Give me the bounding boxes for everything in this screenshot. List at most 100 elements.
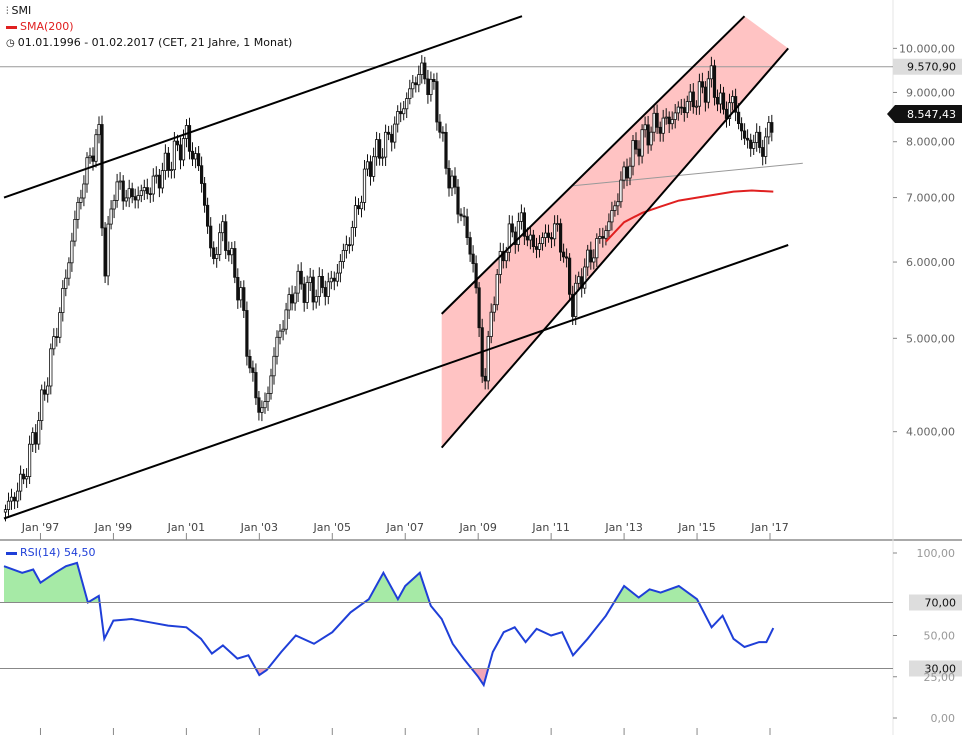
candle-body <box>362 168 367 203</box>
candle-body <box>534 246 539 250</box>
candle-body <box>15 490 20 502</box>
candle-body <box>356 205 361 210</box>
candle-body <box>205 204 210 227</box>
candle-body <box>589 249 593 263</box>
candle-body <box>465 216 469 239</box>
candle-body <box>516 220 521 245</box>
rsi-swatch <box>6 551 17 555</box>
candle-body <box>37 420 41 445</box>
candle-body <box>706 78 711 103</box>
legend-symbol: ⫶ SMI <box>6 4 31 17</box>
candle-body <box>212 247 216 259</box>
candle-body <box>284 309 288 330</box>
candle-body <box>643 124 647 131</box>
candle-body <box>82 183 86 199</box>
rsi-y-tick-label: 100,00 <box>917 547 956 560</box>
candle-body <box>24 476 29 480</box>
candle-body <box>504 251 508 262</box>
candle-body <box>31 432 35 445</box>
candle-body <box>399 111 403 115</box>
candle-body <box>302 283 306 303</box>
x-tick-label: Jan '03 <box>240 521 278 534</box>
candle-body <box>236 276 240 301</box>
candle-body <box>429 79 433 96</box>
candle-body <box>317 275 321 297</box>
candle-body <box>586 249 590 268</box>
candle-body <box>679 106 683 109</box>
candle-body <box>332 277 336 282</box>
candle-body <box>546 232 551 238</box>
candle-body <box>441 131 445 134</box>
candle-body <box>383 131 388 158</box>
candle-body <box>124 197 128 202</box>
candle-body <box>91 155 95 162</box>
candle-body <box>658 126 662 134</box>
candle-body <box>43 389 47 395</box>
sma200-line <box>605 189 774 243</box>
candle-body <box>622 166 626 181</box>
candle-body <box>97 124 101 136</box>
candle-body <box>311 276 315 303</box>
candle-body <box>263 401 267 409</box>
candle-body <box>525 235 530 241</box>
candle-body <box>350 226 355 246</box>
candle-body <box>215 253 219 259</box>
candle-body <box>187 125 192 152</box>
gray-trendline <box>572 162 803 187</box>
candle-body <box>368 161 373 177</box>
candle-body <box>438 121 442 133</box>
candle-body <box>196 153 201 167</box>
candle-body <box>329 277 333 283</box>
rsi-y-tick-label: 25,00 <box>924 671 956 684</box>
candle-body <box>486 336 490 382</box>
candle-body <box>694 105 699 108</box>
legend-range: ◷ 01.01.1996 - 01.02.2017 (CET, 21 Jahre,… <box>6 36 292 49</box>
candle-body <box>202 183 207 206</box>
candle-body <box>109 208 113 225</box>
candle-body <box>697 81 702 107</box>
candle-body <box>583 266 587 289</box>
date-range: 01.01.1996 - 01.02.2017 <box>17 36 155 49</box>
candle-body <box>257 397 261 413</box>
candle-body <box>287 294 291 311</box>
candle-body <box>568 257 572 295</box>
candle-body <box>661 117 665 134</box>
candle-body <box>178 144 183 161</box>
candle-body <box>649 131 653 146</box>
candle-body <box>462 215 466 218</box>
candle-body <box>595 238 599 259</box>
candle-body <box>746 137 750 141</box>
candle-body <box>712 65 717 98</box>
candle-body <box>673 112 677 120</box>
candle-body <box>64 277 68 289</box>
candle-body <box>700 81 705 88</box>
candle-body <box>184 125 189 139</box>
lower-trendline <box>3 244 789 520</box>
candle-body <box>549 237 554 240</box>
rsi-value: 54,50 <box>63 546 96 559</box>
candle-body <box>604 230 608 239</box>
sma-swatch <box>6 25 17 29</box>
candle-body <box>314 296 318 303</box>
candle-body <box>423 62 427 80</box>
candle-body <box>326 281 330 297</box>
candle-body <box>709 65 714 80</box>
candle-body <box>727 102 732 119</box>
candle-body <box>607 221 611 232</box>
rsi-label: RSI(14) <box>20 546 61 559</box>
candle-body <box>411 82 415 90</box>
candle-body <box>181 138 186 161</box>
candle-body <box>474 263 478 289</box>
candle-body <box>230 248 234 256</box>
candle-body <box>743 130 747 139</box>
candle-body <box>163 152 167 171</box>
candle-body <box>359 201 364 210</box>
sma-label: SMA(200) <box>20 20 74 33</box>
candle-body <box>522 212 527 237</box>
candle-body <box>718 92 723 105</box>
candle-body <box>402 108 406 115</box>
candle-body <box>272 355 276 377</box>
candle-body <box>749 139 753 149</box>
candle-body <box>628 165 632 179</box>
candle-body <box>248 355 252 369</box>
